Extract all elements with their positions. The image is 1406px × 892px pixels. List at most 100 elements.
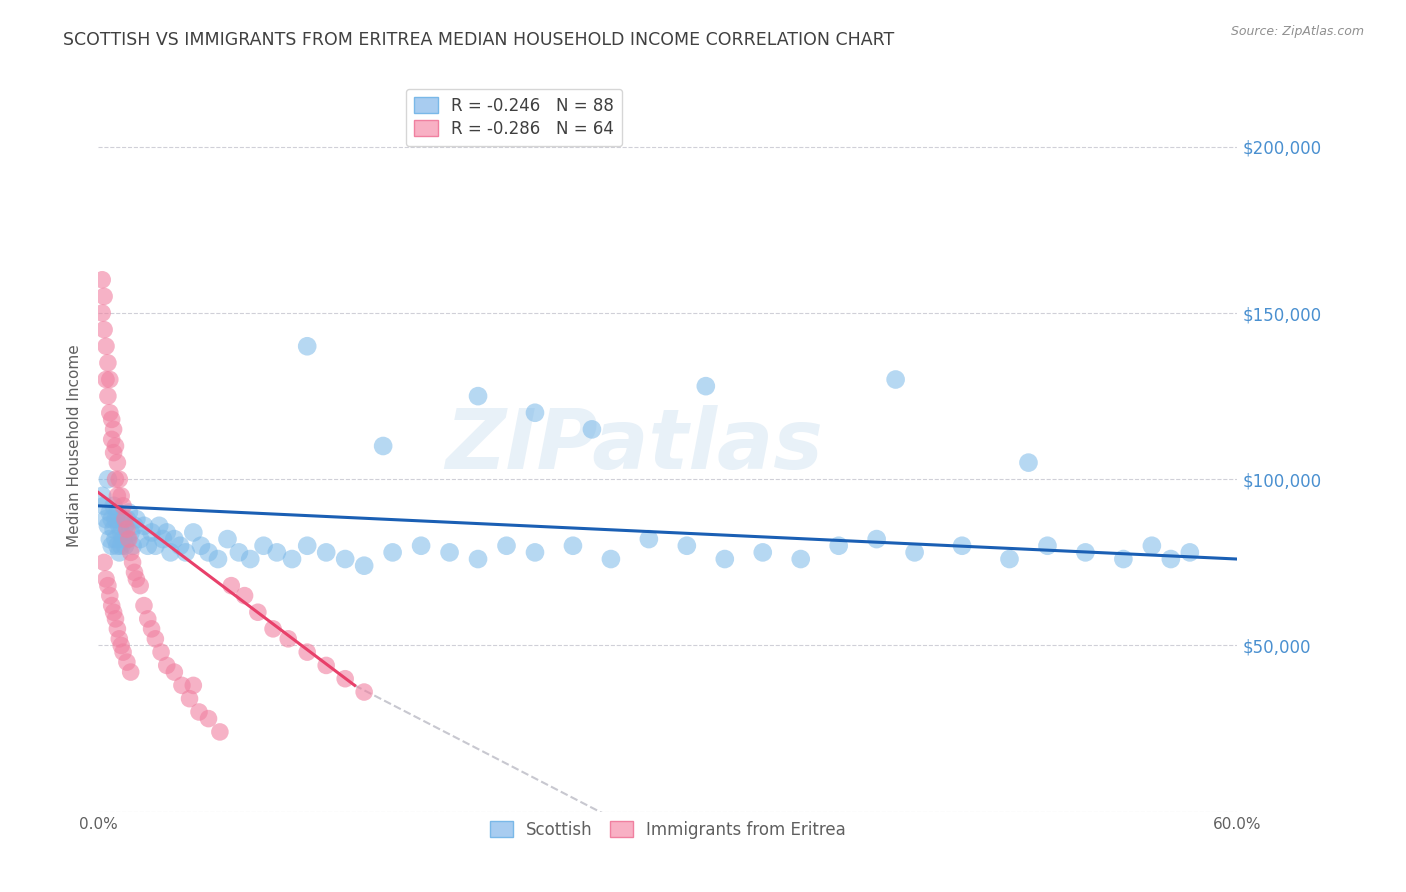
Point <box>297 539 319 553</box>
Point <box>1160 552 1182 566</box>
Point <box>714 552 737 566</box>
Point <box>141 622 163 636</box>
Point <box>884 372 907 386</box>
Point <box>110 539 132 553</box>
Point <box>100 433 122 447</box>
Point <box>114 539 136 553</box>
Point <box>221 579 243 593</box>
Point <box>120 525 142 540</box>
Point <box>277 632 299 646</box>
Point <box>94 572 117 586</box>
Point <box>94 339 117 353</box>
Point <box>129 579 152 593</box>
Point <box>183 525 205 540</box>
Point <box>100 412 122 426</box>
Point <box>904 545 927 559</box>
Point <box>97 472 120 486</box>
Point <box>100 539 122 553</box>
Point <box>197 712 219 726</box>
Point <box>998 552 1021 566</box>
Point <box>107 539 129 553</box>
Point <box>179 691 201 706</box>
Point <box>600 552 623 566</box>
Point <box>121 539 143 553</box>
Point <box>97 579 120 593</box>
Point <box>97 518 120 533</box>
Point <box>125 512 148 526</box>
Point <box>112 645 135 659</box>
Point <box>104 472 127 486</box>
Point <box>150 645 173 659</box>
Point <box>163 665 186 679</box>
Point <box>124 518 146 533</box>
Point <box>115 655 138 669</box>
Point <box>190 539 212 553</box>
Point <box>104 612 127 626</box>
Point <box>120 665 142 679</box>
Point <box>335 552 357 566</box>
Point <box>281 552 304 566</box>
Point <box>120 545 142 559</box>
Point <box>103 499 125 513</box>
Point <box>467 552 489 566</box>
Point <box>217 532 239 546</box>
Point <box>638 532 661 546</box>
Point <box>98 532 121 546</box>
Point <box>188 705 211 719</box>
Point <box>115 512 138 526</box>
Point <box>121 555 143 569</box>
Point <box>371 439 394 453</box>
Point <box>828 539 851 553</box>
Point <box>145 632 167 646</box>
Point <box>93 289 115 303</box>
Point <box>132 518 155 533</box>
Point <box>103 422 125 436</box>
Point <box>262 622 284 636</box>
Point <box>115 522 138 536</box>
Point <box>145 539 167 553</box>
Point <box>1112 552 1135 566</box>
Point <box>152 532 174 546</box>
Point <box>1018 456 1040 470</box>
Point <box>252 539 274 553</box>
Point <box>676 539 699 553</box>
Point <box>98 506 121 520</box>
Point <box>1036 539 1059 553</box>
Point <box>98 372 121 386</box>
Y-axis label: Median Household Income: Median Household Income <box>67 344 83 548</box>
Point <box>381 545 404 559</box>
Point <box>91 489 114 503</box>
Point <box>233 589 256 603</box>
Point <box>315 658 337 673</box>
Point <box>246 605 269 619</box>
Point <box>108 632 131 646</box>
Point <box>112 512 135 526</box>
Point <box>100 599 122 613</box>
Point <box>103 445 125 459</box>
Point <box>170 678 193 692</box>
Point <box>110 525 132 540</box>
Point <box>94 512 117 526</box>
Text: Source: ZipAtlas.com: Source: ZipAtlas.com <box>1230 25 1364 38</box>
Point <box>183 678 205 692</box>
Point <box>97 356 120 370</box>
Point <box>353 685 375 699</box>
Point <box>91 306 114 320</box>
Point <box>91 273 114 287</box>
Point <box>695 379 717 393</box>
Text: ZIPatlas: ZIPatlas <box>444 406 823 486</box>
Point <box>228 545 250 559</box>
Point <box>790 552 813 566</box>
Point <box>581 422 603 436</box>
Point <box>114 518 136 533</box>
Point <box>112 532 135 546</box>
Point <box>124 566 146 580</box>
Point <box>467 389 489 403</box>
Point <box>411 539 433 553</box>
Point <box>94 372 117 386</box>
Point <box>93 323 115 337</box>
Point <box>98 406 121 420</box>
Point <box>148 518 170 533</box>
Point <box>107 506 129 520</box>
Point <box>1140 539 1163 553</box>
